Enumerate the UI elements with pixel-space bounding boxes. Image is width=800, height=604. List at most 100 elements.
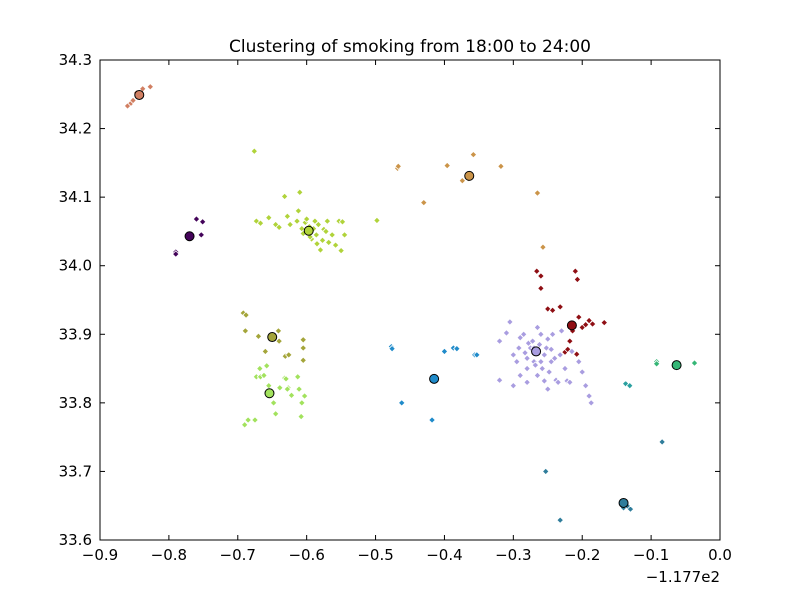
data-point — [539, 243, 547, 251]
data-point — [544, 335, 552, 343]
plot-frame — [99, 59, 721, 541]
x-tick-label: −0.2 — [564, 546, 600, 564]
cluster-centroid — [264, 388, 275, 399]
data-point — [625, 381, 634, 390]
data-point — [322, 227, 330, 236]
data-point — [197, 231, 206, 239]
y-axis: 33.6 33.7 33.8 33.9 34.0 34.1 34.2 34.3 — [59, 51, 720, 549]
x-tick-label: −0.1 — [633, 546, 669, 564]
data-point — [513, 357, 521, 366]
data-point — [302, 215, 311, 223]
y-tick-label: 34.3 — [59, 51, 92, 69]
x-tick-label: −0.5 — [357, 546, 393, 564]
cluster-centroid — [531, 346, 542, 357]
data-point — [280, 192, 289, 201]
data-point — [531, 361, 540, 369]
data-point — [573, 275, 582, 284]
data-point — [548, 330, 557, 339]
data-point — [287, 391, 296, 400]
x-tick-label: −0.9 — [82, 546, 118, 564]
data-point — [316, 246, 325, 254]
data-point — [600, 318, 609, 327]
x-tick-label: 0.0 — [708, 546, 732, 564]
data-point — [299, 336, 307, 344]
cluster-centroid — [671, 360, 682, 371]
y-tick-label: 34.1 — [59, 188, 92, 206]
data-point — [561, 364, 569, 373]
data-point — [532, 267, 541, 275]
data-point — [340, 231, 349, 239]
centroid-layer — [134, 89, 682, 508]
data-point — [541, 467, 550, 476]
data-point — [313, 240, 321, 248]
data-point — [331, 241, 340, 249]
data-point — [568, 347, 576, 356]
data-point — [269, 399, 278, 407]
data-point — [556, 351, 564, 359]
chart-title: Clustering of smoking from 18:00 to 24:0… — [229, 37, 591, 57]
data-point — [242, 311, 250, 319]
data-point — [314, 220, 323, 229]
y-tick-label: 33.8 — [59, 394, 92, 412]
data-point — [458, 176, 467, 185]
cluster-centroid — [429, 373, 440, 384]
data-point — [373, 216, 381, 225]
data-point — [528, 337, 537, 345]
data-point — [453, 344, 461, 353]
data-point — [251, 416, 259, 424]
data-point — [544, 385, 552, 393]
data-point — [394, 162, 403, 171]
data-point — [495, 376, 504, 384]
data-point — [540, 377, 549, 385]
data-point — [294, 207, 303, 215]
data-point — [506, 318, 514, 326]
data-point — [626, 505, 635, 513]
data-point — [265, 213, 273, 222]
data-point — [443, 161, 451, 170]
data-point — [300, 392, 309, 400]
x-axis: −0.9 −0.8 −0.7 −0.6 −0.5 −0.4 −0.3 −0.2 −0.1 0.0 — [82, 60, 732, 564]
data-point — [556, 516, 564, 524]
x-axis-offset-label: −1.177e2 — [646, 568, 720, 586]
data-point — [284, 351, 293, 359]
data-point — [581, 381, 590, 390]
data-point — [295, 385, 303, 393]
data-point — [275, 337, 283, 345]
data-point — [556, 303, 564, 311]
data-point — [515, 344, 523, 352]
data-point — [241, 327, 250, 335]
data-point — [537, 330, 545, 339]
data-point — [690, 359, 699, 367]
data-point — [554, 378, 562, 387]
data-point — [509, 381, 518, 390]
cluster-centroid — [267, 332, 278, 343]
y-tick-label: 34.2 — [59, 120, 92, 138]
data-point — [548, 306, 557, 315]
data-point — [538, 364, 547, 373]
data-point — [262, 362, 271, 370]
data-point — [337, 246, 345, 255]
data-point — [274, 327, 283, 335]
cluster-centroid — [566, 320, 577, 331]
data-point — [581, 320, 590, 329]
data-point — [198, 218, 207, 226]
data-point — [252, 217, 261, 225]
y-tick-label: 34.0 — [59, 257, 92, 275]
data-point — [293, 373, 302, 381]
data-point — [652, 360, 661, 368]
data-point — [547, 357, 555, 366]
x-tick-label: −0.6 — [288, 546, 324, 564]
data-point — [283, 212, 292, 221]
data-point — [572, 350, 581, 358]
data-point — [523, 378, 531, 387]
data-point — [537, 272, 545, 280]
data-point — [557, 327, 566, 335]
data-point — [563, 345, 572, 354]
data-point — [495, 337, 504, 345]
data-point — [299, 356, 307, 365]
data-point — [338, 218, 347, 226]
data-point — [537, 284, 545, 293]
data-point — [440, 347, 449, 356]
data-point — [298, 399, 306, 407]
